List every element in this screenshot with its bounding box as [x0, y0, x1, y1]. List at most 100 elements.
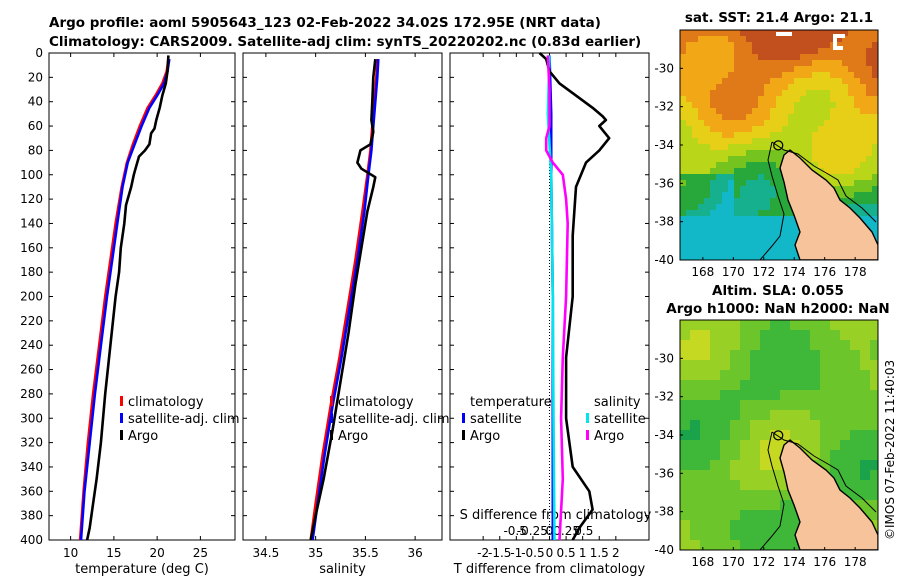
sla-heatmap-cell: [780, 360, 791, 371]
sst-heatmap-cell: [716, 144, 723, 151]
sla-heatmap-cell: [700, 320, 711, 331]
sst-heatmap-cell: [770, 108, 777, 115]
sst-heatmap-cell: [770, 144, 777, 151]
sst-heatmap-cell: [866, 120, 873, 127]
sst-heatmap-cell: [782, 120, 789, 127]
sla-heatmap-cell: [850, 350, 861, 361]
sst-heatmap-cell: [794, 48, 801, 55]
sla-heatmap-cell: [790, 540, 801, 550]
sst-heatmap-cell: [866, 204, 873, 211]
sla-heatmap-cell: [840, 380, 851, 391]
sst-heatmap-cell: [698, 138, 705, 145]
sst-heatmap-cell: [854, 168, 861, 175]
sla-heatmap-cell: [850, 360, 861, 371]
sst-heatmap-cell: [686, 108, 693, 115]
sst-heatmap-cell: [830, 30, 837, 37]
sst-heatmap-cell: [692, 204, 699, 211]
sla-heatmap-cell: [680, 530, 691, 541]
sst-heatmap-cell: [860, 66, 867, 73]
sst-heatmap-cell: [716, 108, 723, 115]
depth-tick-label: 160: [20, 241, 43, 255]
sst-heatmap-cell: [764, 108, 771, 115]
sst-heatmap-cell: [842, 114, 849, 121]
sst-heatmap-cell: [716, 210, 723, 217]
sla-heatmap-cell: [730, 380, 741, 391]
sla-heatmap-cell: [770, 350, 781, 361]
depth-tick-label: 240: [20, 338, 43, 352]
sst-heatmap-cell: [734, 60, 741, 67]
sst-heatmap-cell: [734, 48, 741, 55]
depth-tick-label: 80: [28, 143, 43, 157]
sla-heatmap-cell: [700, 400, 711, 411]
sst-heatmap-cell: [782, 48, 789, 55]
sla-heatmap-cell: [860, 470, 871, 481]
sst-heatmap-cell: [710, 66, 717, 73]
sst-lat-tick-label: -34: [654, 138, 674, 152]
sst-heatmap-cell: [842, 90, 849, 97]
sla-heatmap-cell: [860, 400, 871, 411]
sst-heatmap-cell: [812, 114, 819, 121]
sla-heatmap-cell: [740, 450, 751, 461]
sla-heatmap-cell: [790, 400, 801, 411]
sst-heatmap-cell: [854, 114, 861, 121]
sst-heatmap-cell: [770, 150, 777, 157]
sst-heatmap-cell: [842, 36, 849, 43]
sla-heatmap-cell: [690, 540, 701, 550]
sst-heatmap-cell: [686, 96, 693, 103]
sst-heatmap-cell: [740, 246, 747, 253]
sst-heatmap-cell: [710, 228, 717, 235]
sst-heatmap-cell: [692, 198, 699, 205]
sst-heatmap-cell: [818, 168, 825, 175]
sla-heatmap-cell: [690, 480, 701, 491]
sst-heatmap-cell: [686, 126, 693, 133]
sst-heatmap-cell: [686, 66, 693, 73]
temperature-profile-xtick-label: 10: [63, 546, 78, 560]
sla-lon-tick-label: 170: [722, 555, 745, 569]
sst-heatmap-cell: [698, 252, 705, 259]
sst-heatmap-cell: [692, 60, 699, 67]
sst-heatmap-cell: [854, 78, 861, 85]
sst-lon-tick-label: 168: [691, 265, 714, 279]
sst-heatmap-cell: [680, 54, 687, 61]
sst-heatmap-cell: [752, 210, 759, 217]
sst-heatmap-cell: [752, 102, 759, 109]
sst-heatmap-cell: [764, 36, 771, 43]
sla-heatmap-cell: [760, 400, 771, 411]
depth-tick-label: 220: [20, 314, 43, 328]
sst-heatmap-cell: [722, 132, 729, 139]
sla-heatmap-cell: [810, 350, 821, 361]
sst-heatmap-cell: [764, 198, 771, 205]
sst-heatmap-cell: [692, 240, 699, 247]
temperature-legend-label: climatology: [128, 395, 204, 410]
sla-heatmap-cell: [810, 390, 821, 401]
sst-heatmap-cell: [710, 240, 717, 247]
sst-heatmap-cell: [686, 114, 693, 121]
sst-heatmap-cell: [680, 108, 687, 115]
sst-heatmap-cell: [854, 42, 861, 49]
sst-heatmap-cell: [776, 246, 783, 253]
sla-heatmap-cell: [740, 400, 751, 411]
sla-heatmap-cell: [800, 340, 811, 351]
sst-heatmap-cell: [872, 42, 878, 49]
sst-heatmap-cell: [770, 132, 777, 139]
sst-heatmap-cell: [704, 156, 711, 163]
sst-heatmap-cell: [848, 144, 855, 151]
sst-heatmap-cell: [680, 216, 687, 223]
sst-heatmap-cell: [806, 84, 813, 91]
sst-heatmap-cell: [746, 30, 753, 37]
sla-heatmap-cell: [700, 540, 711, 550]
sst-heatmap-cell: [698, 96, 705, 103]
sst-heatmap-cell: [698, 234, 705, 241]
sst-heatmap-cell: [710, 138, 717, 145]
sst-heatmap-cell: [740, 126, 747, 133]
sst-heatmap-cell: [782, 222, 789, 229]
sla-heatmap-cell: [680, 360, 691, 371]
sst-heatmap-cell: [740, 186, 747, 193]
sst-heatmap-cell: [782, 138, 789, 145]
sst-heatmap-cell: [800, 72, 807, 79]
sst-heatmap-cell: [728, 216, 735, 223]
sst-heatmap-cell: [722, 204, 729, 211]
sla-heatmap-cell: [720, 320, 731, 331]
sla-heatmap-cell: [810, 400, 821, 411]
sst-heatmap-cell: [782, 96, 789, 103]
